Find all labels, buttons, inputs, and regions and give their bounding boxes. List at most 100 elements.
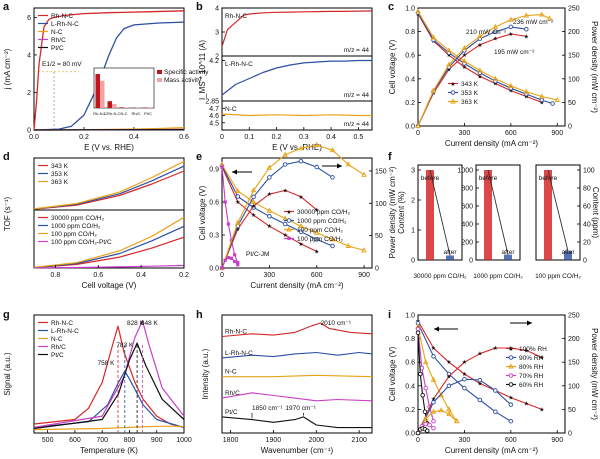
plot-a-inset-legend-1: Mass activity xyxy=(164,77,202,84)
plot-d-x-tick-label: 0.6 xyxy=(93,272,103,279)
plot-g-x-tick-label: 800 xyxy=(124,437,136,444)
plot-b-sub-2-line xyxy=(221,113,372,117)
plot-c-series-5-marker xyxy=(523,12,530,18)
plot-i-legend-4-label: 60% RH xyxy=(519,382,544,389)
plot-e-x-tick-label: 300 xyxy=(264,272,276,279)
plot-c-series-4-marker xyxy=(493,29,498,34)
plot-i-frame xyxy=(417,314,566,434)
plot-f-group-2-cat-0: before xyxy=(539,175,558,182)
plot-f-group-1-cat-0: before xyxy=(479,175,498,182)
plot-e-series-2-marker xyxy=(298,223,304,229)
plot-c-series-5-marker xyxy=(415,122,421,128)
plot-i-series-0-marker: ★ xyxy=(477,380,482,387)
plot-f-group-0 xyxy=(417,164,463,261)
plot-c-legend-1-label: 353 K xyxy=(461,90,479,97)
plot-f-group-0-y-tick-label: 0 xyxy=(411,258,415,265)
plot-e-series-7-marker xyxy=(236,263,240,267)
plot-c-series-3 xyxy=(417,33,527,127)
panel-letter-i: i xyxy=(388,309,391,321)
plot-g-series-4 xyxy=(33,342,185,430)
plot-c-x-tick-label: 300 xyxy=(459,130,471,137)
plot-a-inset-bar-mass xyxy=(100,80,105,108)
plot-e-series-2-marker xyxy=(235,187,241,193)
plot-f-group-1-connector xyxy=(487,169,509,255)
plot-g-legend-0-label: Rh-N-C xyxy=(51,320,73,327)
plot-i-series-6-marker xyxy=(477,377,483,383)
plot-c-y2-tick-label: 250 xyxy=(568,6,580,13)
plot-e-series-6-marker xyxy=(298,145,304,151)
plot-c-series-5-marker xyxy=(546,15,553,21)
plot-i-series-7-marker xyxy=(446,410,452,417)
plot-i-arrow-left-head xyxy=(434,326,439,332)
plot-i-legend-3-label: 70% RH xyxy=(519,373,544,380)
plot-i-x-tick-label: 600 xyxy=(505,437,517,444)
plot-h-series-1-name: L-Rh-N-C xyxy=(225,350,253,357)
plot-c-xlabel: Current density (mA cm⁻²) xyxy=(445,139,538,148)
plot-i-series-6-marker xyxy=(508,402,514,407)
plot-c-series-5-marker xyxy=(461,44,468,51)
plot-i-series-7-marker xyxy=(438,407,444,413)
plot-c-series-2-marker xyxy=(492,75,499,81)
plot-g-legend-1-label: L-Rh-N-C xyxy=(51,328,79,335)
plot-i-y-tick-label: 0.4 xyxy=(405,383,415,390)
plot-g-x-tick-label: 1000 xyxy=(176,437,192,444)
plot-c-series-4-marker xyxy=(524,26,529,32)
plot-d-xlabel: Cell voltage (V) xyxy=(82,281,137,290)
plot-a-inset-cat: Pt/C xyxy=(144,111,152,116)
plot-b-sub-1-y-tick-label: 2.85 xyxy=(205,99,219,106)
plot-i-series-5-marker: ★ xyxy=(431,396,436,403)
plot-e-series-6-marker xyxy=(235,219,241,225)
plot-g-series-0 xyxy=(33,325,185,428)
plot-e-series-3-marker xyxy=(223,200,227,204)
plot-f-group-1-y-tick-label: 0 xyxy=(469,258,473,265)
plot-c-series-5-marker xyxy=(539,11,545,17)
plot-i-series-8-marker xyxy=(423,421,428,427)
panel-letter-c: c xyxy=(388,1,394,13)
plot-h-series-4-name: Pt/C xyxy=(225,409,238,416)
plot-g-legend-4-label: Pt/C xyxy=(51,352,64,359)
plot-i-series-7-marker xyxy=(453,418,460,424)
plot-i-series-3-marker xyxy=(415,326,421,332)
plot-g-annotation-2: 828 K xyxy=(127,320,145,327)
plot-e-legend-0-label: 30000 ppm CO/H₂ xyxy=(297,209,351,216)
plot-c-series-2-marker xyxy=(477,67,483,73)
plot-i-y-tick-label: 1.0 xyxy=(405,313,415,320)
plot-b-x-tick-label: 0.4 xyxy=(326,134,336,141)
plot-i-legend-3-swatch-marker xyxy=(508,373,514,378)
plot-d-sub-0-legend-0-label: 343 K xyxy=(51,163,69,170)
plot-d-sub-1-series-0 xyxy=(33,236,185,269)
plot-e-series-4-marker: ★ xyxy=(235,226,240,233)
plot-c-y2-tick-label: 0 xyxy=(568,124,572,131)
plot-i-x-tick-label: 0 xyxy=(416,437,420,444)
plot-c-series-0 xyxy=(417,13,542,103)
plot-e-series-2 xyxy=(221,164,365,251)
plot-c-series-2-marker xyxy=(446,47,452,53)
plot-i-y2-tick-label: 100 xyxy=(568,383,580,390)
plot-g-legend-3-label: Rh/C xyxy=(51,344,66,351)
plot-i-series-1-marker xyxy=(462,385,467,391)
plot-f-group-0-cat-0: before xyxy=(421,175,440,182)
plot-f-group-1-name: 1000 ppm CO/H₂ xyxy=(473,273,523,280)
plot-d-x-tick-label: 0.2 xyxy=(179,272,189,279)
plot-e-series-7-marker xyxy=(233,259,237,264)
plot-h-series-3-name: Rh/C xyxy=(225,390,240,397)
plot-b-sub-0-mz: m/z = 44 xyxy=(344,47,369,54)
plot-e-series-6-marker xyxy=(250,187,257,193)
plot-e-x-tick-label: 600 xyxy=(311,272,323,279)
plot-b-sub-0-y-tick-label: 4 xyxy=(215,6,219,13)
plot-b-x-tick-label: 0.2 xyxy=(272,134,282,141)
plot-i-series-6-marker xyxy=(446,383,452,389)
plot-i-series-5-marker: ★ xyxy=(524,347,529,354)
plot-i-legend-0-label: 100% RH xyxy=(519,346,547,353)
plot-g-ylabel: Signal (a.u.) xyxy=(3,352,12,395)
plot-i-series-4-marker xyxy=(422,409,428,415)
plot-i-legend-1-swatch-marker xyxy=(508,355,514,360)
plot-c-series-2-marker xyxy=(415,8,421,14)
plot-h-x-tick-label: 1900 xyxy=(266,437,282,444)
plot-e-series-6-marker xyxy=(329,147,336,153)
plot-i-series-2-marker xyxy=(446,406,452,412)
plot-f-group-2-y-tick-label: 20 xyxy=(583,240,591,247)
plot-c-annotation-0: 236 mW cm⁻² xyxy=(513,19,554,26)
plot-c-legend-1-swatch-marker xyxy=(450,90,456,95)
